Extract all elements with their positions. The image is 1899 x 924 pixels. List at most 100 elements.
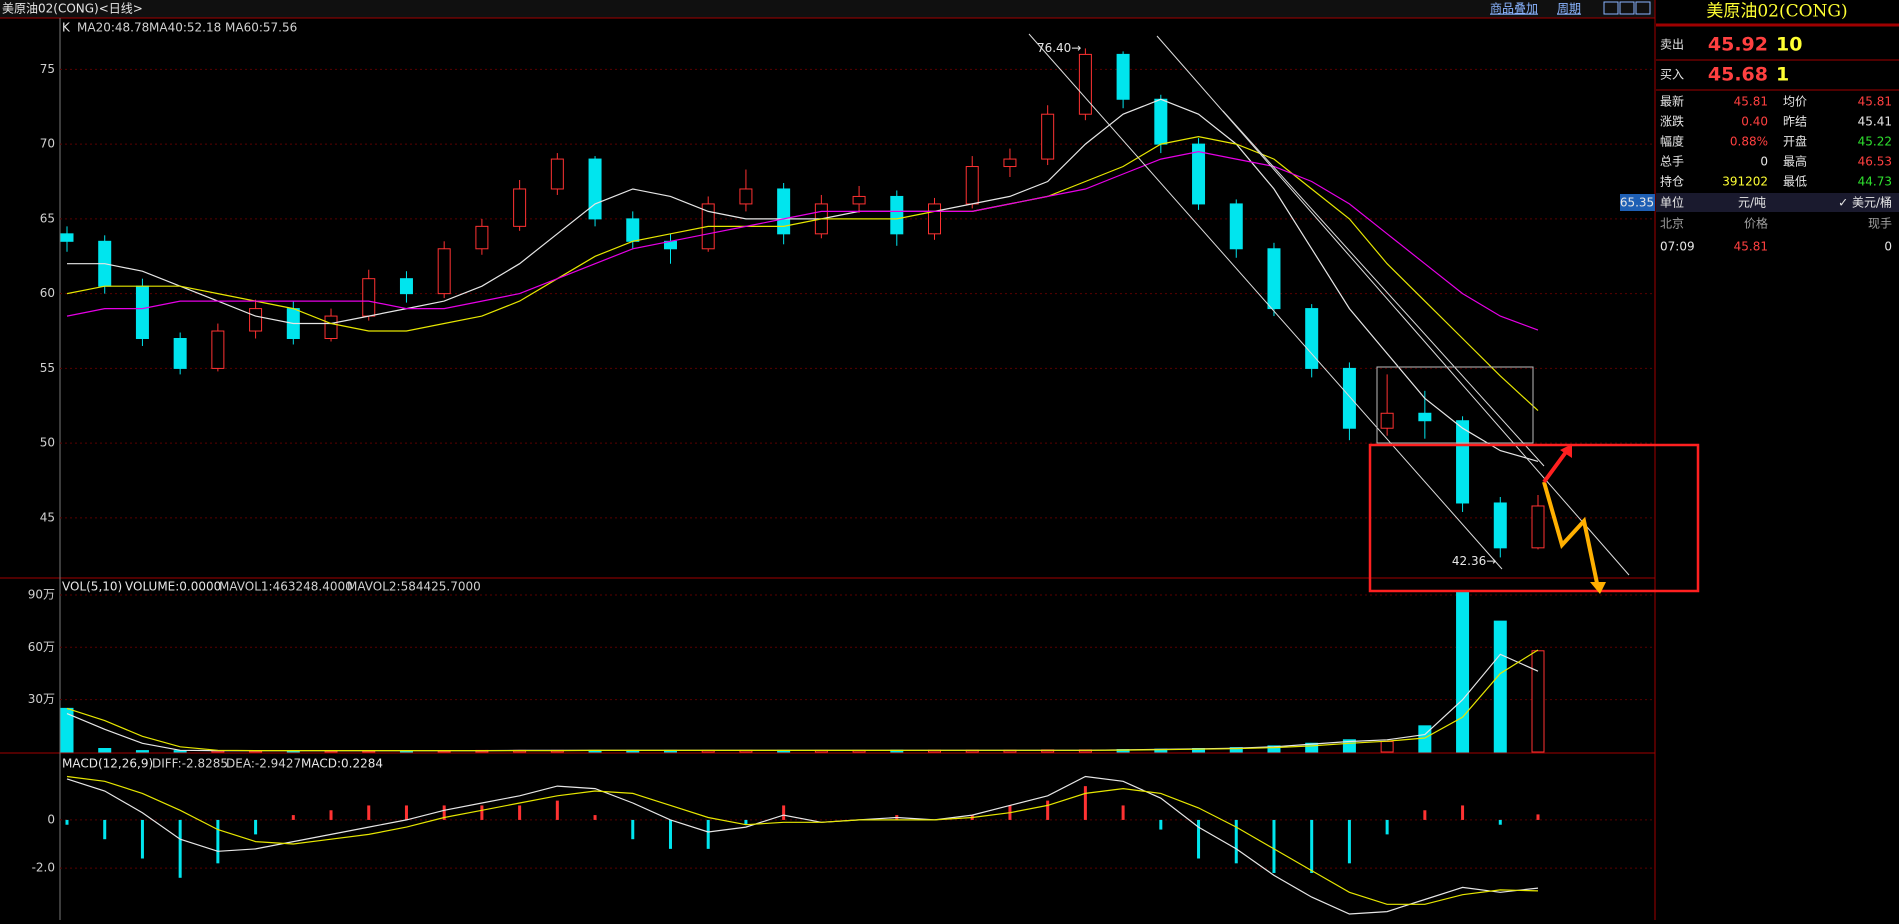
legend-label: K — [62, 21, 71, 35]
unit-cny[interactable]: 元/吨 — [1738, 196, 1766, 210]
sell-price: 45.92 — [1708, 34, 1768, 56]
quote-title: 美原油02(CONG) — [1706, 2, 1847, 22]
overlay-link[interactable]: 商品叠加 — [1490, 1, 1538, 16]
volume-bar — [1456, 590, 1470, 753]
candle-body — [1342, 367, 1356, 429]
field-label: 涨跌 — [1660, 114, 1684, 129]
macd-bar — [744, 819, 748, 825]
macd-bar — [1310, 819, 1314, 873]
arrow-head — [1590, 582, 1606, 594]
annotation: 42.36→ — [1452, 554, 1496, 568]
macd-bar — [668, 819, 672, 849]
buy-volume: 1 — [1776, 64, 1789, 86]
legend-entry: MA60:57.56 — [225, 21, 297, 35]
candle-body — [1116, 53, 1130, 100]
candle-body — [249, 308, 263, 332]
trend-line — [1222, 110, 1545, 467]
y-tick-label: 0 — [47, 812, 55, 826]
period-link[interactable]: 周期 — [1557, 2, 1581, 16]
macd-bar — [1159, 819, 1163, 830]
field-value: 0.40 — [1741, 115, 1768, 129]
macd-bar — [329, 810, 333, 820]
macd-bar — [442, 805, 446, 820]
legend-entry: MAVOL2:584425.7000 — [347, 580, 481, 594]
sell-volume: 10 — [1776, 34, 1802, 56]
layout-icon[interactable] — [1619, 1, 1635, 15]
macd-bar — [1461, 805, 1465, 820]
candle-body — [1267, 248, 1281, 310]
annotation: 76.40→ — [1037, 41, 1081, 55]
indicator-line — [66, 150, 1539, 331]
candle-body — [1078, 53, 1092, 115]
layout-icon[interactable] — [1635, 1, 1651, 15]
candle-body — [1154, 98, 1168, 145]
candle-body — [890, 195, 904, 235]
candle-body — [173, 337, 187, 369]
candle-body — [852, 195, 866, 205]
field-value: 45.81 — [1734, 95, 1768, 109]
y-tick-label: 60 — [40, 286, 55, 300]
field-label: 持仓 — [1660, 174, 1684, 189]
field-label: 均价 — [1783, 95, 1807, 109]
legend-label: VOL(5,10) — [62, 580, 122, 594]
field-label: 总手 — [1660, 155, 1684, 169]
candle-body — [1003, 158, 1017, 168]
field-label: 最高 — [1783, 154, 1807, 169]
macd-bar — [518, 805, 522, 820]
indicator-line — [67, 98, 1539, 462]
macd-bar — [480, 805, 484, 820]
field-value: 45.41 — [1858, 115, 1892, 129]
macd-bar — [1498, 819, 1502, 825]
forecast-arrow — [1542, 450, 1568, 484]
macd-bar — [593, 815, 597, 820]
indicator-line — [66, 649, 1539, 752]
field-label: 最新 — [1660, 94, 1684, 109]
field-label: 幅度 — [1660, 134, 1684, 149]
y-tick-label: 75 — [40, 62, 55, 76]
y-tick-label: 45 — [40, 510, 55, 524]
y-tick-label: 50 — [40, 436, 55, 450]
legend-entry: MA40:52.18 — [149, 21, 221, 35]
macd-bar — [1046, 800, 1050, 820]
ticks-header: 价格 — [1744, 216, 1768, 231]
field-label: 开盘 — [1783, 134, 1807, 149]
ticks-header: 现手 — [1868, 217, 1892, 231]
trade-time: 07:09 — [1660, 240, 1695, 254]
trade-volume: 0 — [1884, 240, 1892, 254]
legend-entry: MAVOL1:463248.4000 — [219, 580, 353, 594]
candle-body — [1192, 143, 1206, 205]
macd-bar — [367, 805, 371, 820]
arrow-head — [1560, 444, 1572, 458]
candle-body — [739, 188, 753, 205]
volume-bar — [1493, 620, 1507, 753]
layout-icon[interactable] — [1603, 1, 1619, 15]
charts: 45 50 55 60 65 70 75 K MA20:48.78 MA40:52.18 MA60:… — [28, 21, 1655, 915]
field-value: 0.88% — [1730, 135, 1768, 149]
field-value: 46.53 — [1858, 155, 1892, 169]
cursor-badge — [1620, 194, 1655, 211]
macd-bar — [1423, 810, 1427, 820]
unit-usd[interactable]: ✓ 美元/桶 — [1838, 195, 1892, 210]
trade-price: 45.81 — [1734, 240, 1768, 254]
quote-rows: 最新 45.81 均价 45.81 涨跌 0.40 昨结 45.41 幅度 0.88% 开盘 45.2… — [1660, 94, 1892, 189]
trend-line — [1028, 33, 1503, 570]
candle-body — [1229, 203, 1243, 250]
macd-bar — [1536, 814, 1540, 820]
macd-bar — [291, 815, 295, 820]
candle-body — [1456, 420, 1470, 504]
field-label: 昨结 — [1783, 115, 1807, 129]
legend-entry: DEA:-2.9427 — [226, 757, 301, 771]
macd-bar — [65, 819, 69, 825]
trend-line — [1156, 35, 1630, 576]
volume-bar — [60, 707, 74, 753]
drawings — [1028, 33, 1700, 594]
volume-bar — [1305, 742, 1319, 753]
candle-body — [211, 330, 225, 369]
field-value: 0 — [1760, 155, 1768, 169]
chart-title: 美原油02(CONG)<日线> — [2, 2, 143, 16]
field-value: 45.22 — [1858, 135, 1892, 149]
buy-label: 买入 — [1660, 68, 1684, 82]
cursor-price: 65.35 — [1620, 196, 1654, 210]
candle-body — [362, 278, 376, 317]
